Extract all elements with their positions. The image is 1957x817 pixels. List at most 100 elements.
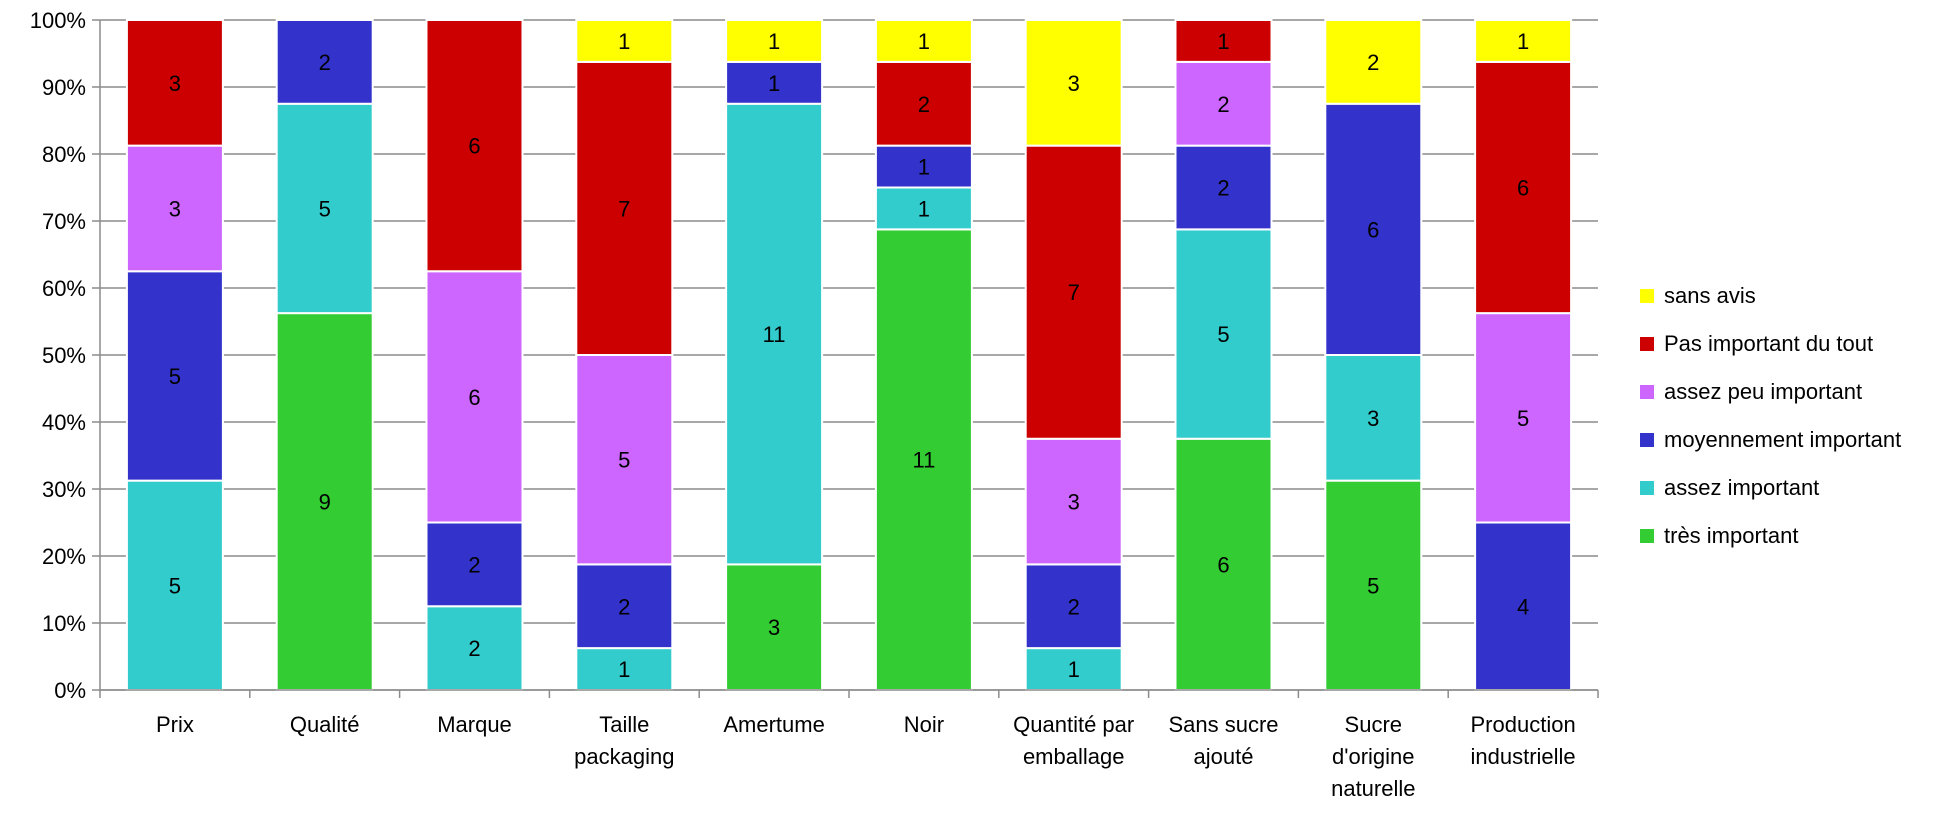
- x-tick-label: Marque: [437, 712, 512, 737]
- data-label: 1: [618, 657, 630, 682]
- bar-segment: [1024, 19, 1123, 147]
- bar-segment: [1474, 521, 1573, 691]
- bars: 5533952226612571311111111211237365221536…: [125, 19, 1573, 691]
- x-tick-label: Sans sucre ajouté: [1168, 712, 1278, 769]
- legend-item: sans avis: [1640, 272, 1901, 320]
- y-tick-label: 10%: [42, 611, 86, 636]
- legend-item: très important: [1640, 512, 1901, 560]
- bar-segment: [725, 19, 824, 63]
- legend-item: Pas important du tout: [1640, 320, 1901, 368]
- bar-segment: [575, 563, 674, 650]
- data-label: 1: [1068, 657, 1080, 682]
- y-tick-label: 90%: [42, 75, 86, 100]
- legend-swatch: [1640, 481, 1654, 495]
- bar-segment: [125, 19, 224, 147]
- bar-segment: [425, 270, 524, 524]
- data-label: 11: [912, 448, 935, 473]
- x-tick-label: Production industrielle: [1471, 712, 1576, 769]
- bar-segment: [1174, 19, 1273, 63]
- bar-segment: [874, 60, 973, 147]
- y-tick-label: 30%: [42, 477, 86, 502]
- y-tick-label: 60%: [42, 276, 86, 301]
- data-label: 3: [768, 615, 780, 640]
- data-label: 5: [1517, 406, 1529, 431]
- data-label: 6: [1217, 552, 1229, 577]
- bar-segment: [874, 144, 973, 189]
- data-label: 6: [1367, 217, 1379, 242]
- legend-swatch: [1640, 433, 1654, 447]
- bar-segment: [1324, 19, 1423, 105]
- data-label: 5: [1367, 573, 1379, 598]
- legend-swatch: [1640, 337, 1654, 351]
- data-label: 2: [319, 50, 331, 75]
- legend: sans avis Pas important du tout assez peu …: [1640, 272, 1901, 560]
- x-tick-label: Qualité: [290, 712, 360, 737]
- bar-segment: [125, 270, 224, 482]
- data-label: 5: [1217, 322, 1229, 347]
- x-tick-label: Prix: [156, 712, 194, 737]
- bar-segment: [1474, 312, 1573, 524]
- data-label: 1: [768, 71, 780, 96]
- legend-item: assez important: [1640, 464, 1901, 512]
- data-label: 1: [1217, 29, 1229, 54]
- legend-label: assez important: [1664, 475, 1820, 500]
- data-label: 3: [1068, 490, 1080, 515]
- legend-label: Pas important du tout: [1664, 331, 1874, 356]
- data-label: 1: [918, 29, 930, 54]
- bar-segment: [125, 144, 224, 273]
- bar-segment: [725, 102, 824, 566]
- data-label: 2: [1217, 176, 1229, 201]
- legend-label: sans avis: [1664, 283, 1756, 308]
- y-tick-label: 100%: [30, 8, 86, 33]
- data-label: 5: [169, 573, 181, 598]
- data-label: 2: [618, 594, 630, 619]
- bar-segment: [1024, 437, 1123, 566]
- y-tick-label: 70%: [42, 209, 86, 234]
- data-label: 3: [169, 196, 181, 221]
- x-tick-label: Quantité par emballage: [1013, 712, 1134, 769]
- data-label: 6: [1517, 176, 1529, 201]
- legend-label: assez peu important: [1664, 379, 1863, 404]
- data-label: 1: [1517, 29, 1529, 54]
- bar-segment: [725, 60, 824, 105]
- bar-segment: [275, 19, 374, 105]
- data-label: 11: [763, 322, 786, 347]
- x-tick-label: Noir: [904, 712, 944, 737]
- data-label: 1: [768, 29, 780, 54]
- data-label: 3: [1068, 71, 1080, 96]
- data-label: 2: [918, 92, 930, 117]
- bar-segment: [575, 60, 674, 356]
- bar-segment: [874, 19, 973, 63]
- y-axis: 0% 10% 20% 30% 40% 50% 60% 70% 80% 90% 100%: [30, 8, 101, 703]
- bar-segment: [1024, 647, 1123, 691]
- x-tick-label: Sucre d'origine naturelle: [1331, 712, 1415, 801]
- data-label: 2: [1068, 594, 1080, 619]
- data-label: 5: [319, 196, 331, 221]
- legend-swatch: [1640, 385, 1654, 399]
- data-label: 7: [1068, 280, 1080, 305]
- x-tick-label: Amertume: [723, 712, 824, 737]
- data-label: 1: [618, 29, 630, 54]
- legend-label: moyennement important: [1664, 427, 1902, 452]
- y-tick-label: 20%: [42, 544, 86, 569]
- legend-item: assez peu important: [1640, 368, 1901, 416]
- bar-segment: [275, 102, 374, 315]
- x-tick-label: Taille packaging: [574, 712, 674, 769]
- data-label: 2: [468, 552, 480, 577]
- data-label: 6: [468, 134, 480, 159]
- data-label: 2: [1217, 92, 1229, 117]
- bar-segment: [1174, 60, 1273, 147]
- legend-swatch: [1640, 529, 1654, 543]
- legend-item: moyennement important: [1640, 416, 1901, 464]
- y-tick-label: 80%: [42, 142, 86, 167]
- data-label: 5: [618, 448, 630, 473]
- legend-label: très important: [1664, 523, 1799, 548]
- x-axis: Prix Qualité Marque Taille packaging Amertume…: [99, 689, 1599, 801]
- bar-segment: [575, 19, 674, 63]
- bar-segment: [425, 19, 524, 273]
- bar-segment: [1174, 437, 1273, 691]
- bar-segment: [1024, 563, 1123, 650]
- bar-segment: [1024, 144, 1123, 440]
- data-label: 5: [169, 364, 181, 389]
